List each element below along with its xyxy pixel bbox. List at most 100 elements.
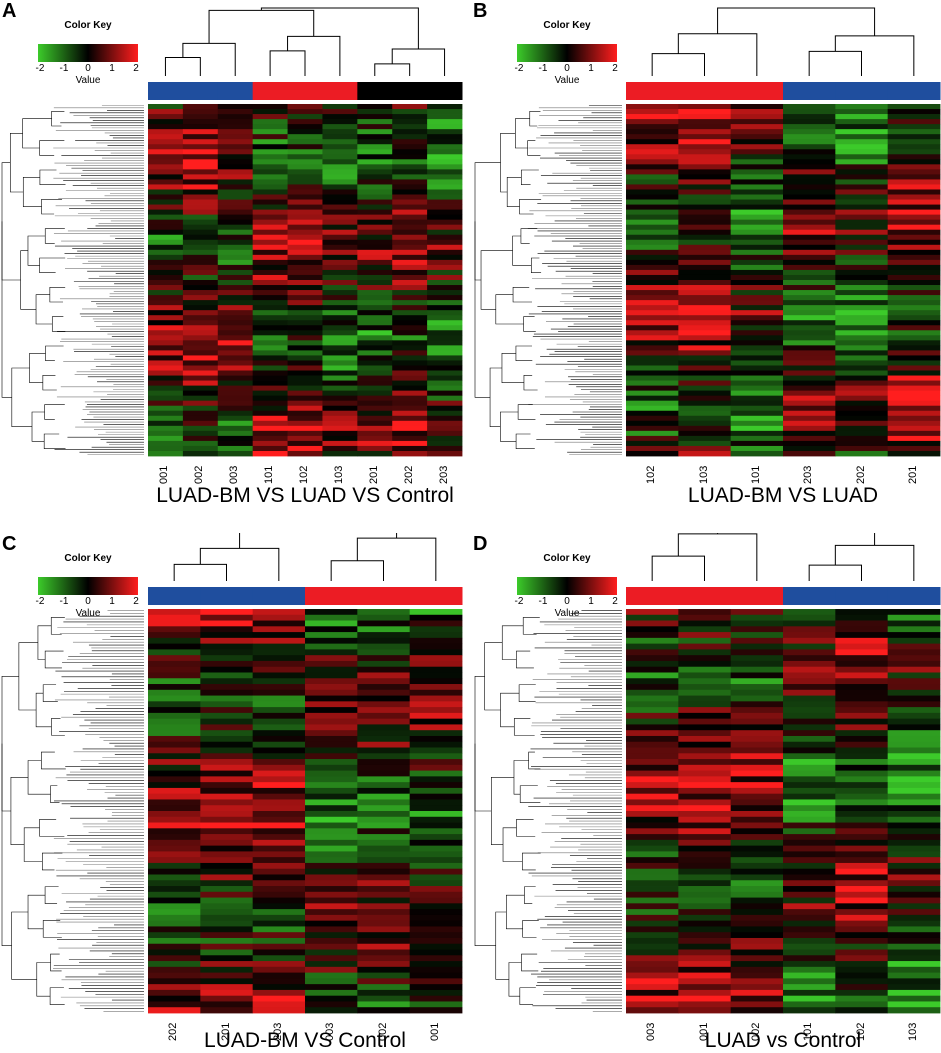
heatmap-cell: [392, 375, 428, 381]
heatmap-cell: [357, 972, 411, 979]
dendrogram-link: [22, 118, 52, 149]
heatmap-cell: [678, 114, 732, 120]
heatmap-cell: [730, 390, 784, 397]
heatmap-cell: [357, 320, 393, 326]
heatmap-cell: [200, 984, 254, 991]
heatmap-cell: [427, 224, 463, 231]
column-dendrogram: [164, 7, 446, 76]
heatmap-cell: [730, 689, 784, 696]
heatmap-cell: [148, 244, 184, 251]
heatmap-cell: [427, 410, 463, 417]
heatmap-cell: [678, 793, 732, 800]
heatmap-cell: [678, 764, 732, 771]
column-label: 103: [332, 465, 345, 484]
heatmap-cell: [887, 370, 941, 376]
heatmap-cell: [409, 914, 463, 922]
heatmap-cell: [730, 450, 784, 457]
heatmap-cell: [678, 360, 732, 366]
heatmap-cell: [148, 209, 184, 216]
heatmap-cell: [626, 1007, 679, 1014]
panel-letter: C: [2, 533, 17, 555]
color-key-tick: 1: [588, 63, 594, 74]
dendrogram-link: [37, 625, 52, 660]
heatmap-cell: [322, 164, 358, 170]
heatmap-cell: [217, 295, 254, 301]
heatmap-cell: [148, 129, 184, 135]
heatmap-cell: [626, 684, 679, 691]
heatmap-cell: [783, 259, 836, 266]
heatmap-cell: [305, 782, 358, 789]
color-key-tick: 0: [85, 63, 91, 74]
heatmap-cell: [252, 839, 306, 847]
dendrogram-link: [522, 852, 541, 871]
heatmap-cell: [835, 315, 889, 321]
heatmap-cell: [148, 805, 201, 812]
heatmap-cell: [427, 269, 463, 276]
heatmap-cell: [148, 420, 184, 427]
dendrogram-link: [11, 911, 37, 980]
heatmap-cell: [357, 782, 411, 789]
heatmap-cell: [252, 753, 306, 760]
heatmap-cell: [182, 290, 219, 296]
heatmap-cell: [783, 655, 836, 662]
heatmap-cell: [678, 440, 732, 447]
heatmap-cell: [887, 966, 941, 973]
heatmap-cell: [148, 724, 201, 731]
heatmap-cell: [252, 701, 306, 708]
heatmap-cell: [678, 891, 732, 898]
heatmap-cell: [287, 104, 323, 110]
heatmap-cell: [182, 159, 219, 165]
heatmap-cell: [783, 129, 836, 135]
dendrogram-link: [651, 53, 705, 76]
heatmap-cell: [392, 305, 428, 311]
heatmap-cell: [357, 204, 393, 210]
heatmap-cell: [357, 420, 393, 427]
heatmap-cell: [835, 229, 889, 236]
heatmap-svg: [1, 7, 463, 457]
heatmap-cell: [835, 124, 889, 130]
dendrogram-link: [50, 617, 65, 635]
heatmap-cell: [409, 770, 463, 777]
heatmap-cell: [392, 445, 428, 452]
heatmap-cell: [678, 816, 732, 823]
dendrogram-link: [44, 228, 65, 244]
heatmap-cell: [730, 874, 784, 881]
heatmap-cell: [148, 886, 201, 893]
heatmap-cell: [887, 660, 941, 668]
heatmap-cell: [148, 345, 184, 351]
heatmap-cell: [783, 868, 836, 875]
heatmap-cell: [182, 350, 219, 356]
heatmap-cell: [835, 325, 889, 331]
heatmap-cell: [887, 880, 941, 887]
heatmap-cell: [357, 239, 393, 246]
heatmap-cell: [200, 770, 254, 777]
heatmap-cell: [887, 219, 941, 226]
heatmap-cell: [887, 229, 941, 236]
heatmap-cell: [835, 886, 889, 893]
heatmap-cell: [678, 747, 732, 754]
heatmap-cell: [730, 184, 784, 190]
heatmap-cell: [678, 149, 732, 155]
heatmap-cell: [322, 104, 358, 110]
heatmap-cell: [730, 209, 784, 216]
heatmap-cell: [887, 949, 941, 956]
heatmap-cell: [252, 747, 306, 754]
heatmap-cell: [392, 355, 428, 361]
heatmap-cell: [409, 643, 463, 650]
heatmap-cell: [730, 805, 784, 812]
heatmap-cell: [678, 199, 732, 205]
heatmap-cell: [357, 365, 393, 371]
heatmap-cell: [678, 609, 732, 616]
heatmap-cell: [357, 360, 393, 366]
heatmap-cell: [887, 1007, 941, 1014]
heatmap-cell: [217, 214, 254, 221]
heatmap-cell: [287, 174, 323, 180]
heatmap-cell: [200, 937, 254, 945]
heatmap-cell: [148, 834, 201, 841]
heatmap-cell: [357, 229, 393, 236]
column-label: 201: [219, 1022, 232, 1041]
heatmap-cell: [409, 724, 463, 731]
heatmap-cell: [217, 194, 254, 200]
heatmap-cell: [409, 776, 463, 783]
heatmap-cell: [305, 764, 358, 771]
